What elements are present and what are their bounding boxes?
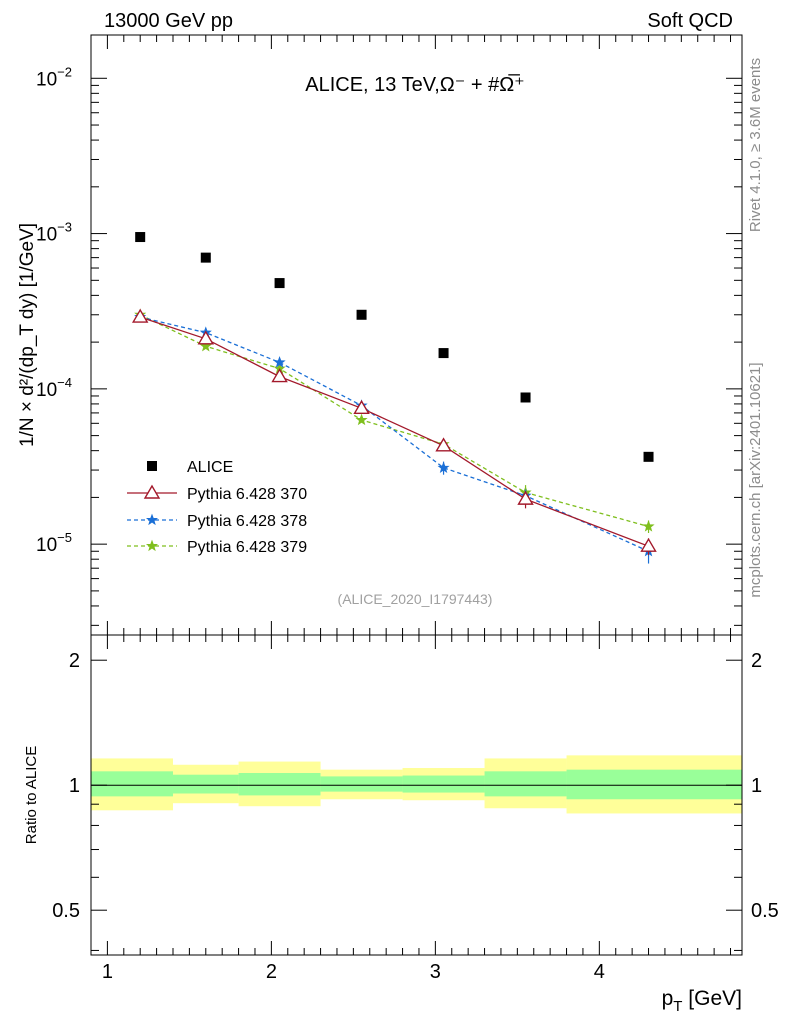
main-series-layer	[131, 232, 657, 564]
mc-point	[435, 437, 452, 452]
mcplots-label: mcplots.cern.ch [arXiv:2401.10621]	[747, 362, 764, 597]
main-ytick-labels: 10−510−410−310−2	[36, 64, 72, 556]
ratio-band-inner	[238, 772, 321, 796]
ratio-ylabel: Ratio to ALICE	[23, 746, 40, 844]
ratio-panel: Ratio to ALICE 0.5 0.5 1 1 2 2 1 2 3 4 pT [GeV]	[23, 634, 779, 1015]
ratio-y-tick-label-left: 0.5	[52, 900, 80, 922]
rivet-label: Rivet 4.1.0, ≥ 3.6M events	[747, 58, 764, 232]
data-point	[135, 232, 146, 243]
y-tick-label-base: 10	[36, 535, 57, 556]
ratio-band-inner	[402, 775, 485, 793]
mc-point	[273, 356, 286, 368]
y-tick-label-exp: −4	[57, 375, 72, 390]
mc-point	[143, 484, 161, 499]
legend-label: ALICE	[187, 459, 233, 476]
x-tick-label: 1	[102, 961, 113, 983]
ratio-band-inner	[172, 774, 239, 794]
x-tick-label: 3	[430, 961, 441, 983]
ratio-tick-labels: 0.5 0.5 1 1 2 2 1 2 3 4	[52, 650, 779, 983]
y-tick-label-exp: −5	[57, 530, 72, 545]
ratio-band-inner	[91, 771, 173, 797]
x-axis-label: pT [GeV]	[662, 987, 742, 1015]
ratio-y-tick-label-left: 2	[69, 650, 80, 672]
mc-point	[131, 308, 149, 323]
ratio-band-inner	[566, 769, 742, 800]
ratio-band-inner	[484, 771, 567, 797]
main-ylabel-text: 1/N × d²/(dp_T dy) [1/GeV]	[17, 223, 38, 447]
ratio-y-tick-label-left: 1	[69, 775, 80, 797]
mc-point	[199, 339, 212, 352]
ratio-y-tick-label-right: 0.5	[751, 900, 779, 922]
ratio-axis-ticks	[91, 635, 742, 955]
rivet-version-label: Rivet 4.1.0, ≥ 3.6M events	[747, 58, 764, 232]
y-tick-label-base: 10	[36, 380, 57, 401]
legend-label: Pythia 6.428 370	[187, 486, 307, 503]
main-ylabel: 1/N × d²/(dp_T dy) [1/GeV]	[17, 223, 38, 447]
x-axis-label-sub: T	[673, 998, 682, 1015]
series-data	[135, 232, 654, 462]
ratio-band-inner	[320, 776, 403, 792]
y-tick-label: 10−5	[36, 530, 72, 556]
header-right: Soft QCD	[647, 10, 733, 32]
mcplots-url-label: mcplots.cern.ch [arXiv:2401.10621]	[747, 362, 764, 597]
mc-point	[517, 490, 534, 505]
x-tick-label: 2	[266, 961, 277, 983]
y-tick-label-base: 10	[36, 225, 57, 246]
data-point	[356, 309, 367, 320]
legend-label: Pythia 6.428 379	[187, 539, 307, 556]
main-panel: ALICE, 13 TeV,Ω⁻ + #Ω̅⁺ (ALICE_2020_I179…	[17, 34, 743, 636]
analysis-tag: (ALICE_2020_I1797443)	[338, 591, 493, 607]
main-axis-ticks	[91, 35, 742, 635]
ratio-bands	[91, 755, 742, 814]
y-tick-label: 10−4	[36, 375, 72, 401]
x-tick-label: 4	[594, 961, 605, 983]
mc-point	[197, 330, 215, 345]
ratio-ylabel-text: Ratio to ALICE	[23, 746, 40, 844]
mc-point	[640, 537, 657, 552]
y-tick-label: 10−2	[36, 64, 72, 90]
mc-point	[145, 539, 159, 552]
mc-point	[353, 399, 370, 414]
ratio-y-tick-label-right: 1	[751, 775, 762, 797]
data-point	[438, 348, 449, 359]
data-point	[520, 392, 531, 403]
y-tick-label-base: 10	[36, 69, 57, 90]
x-axis-label-unit: [GeV]	[682, 987, 742, 1010]
y-tick-label-exp: −3	[57, 220, 72, 235]
main-title: ALICE, 13 TeV,Ω⁻ + #Ω̅⁺	[305, 73, 524, 96]
mc-point	[437, 461, 450, 473]
mc-point	[271, 368, 288, 383]
y-tick-label: 10−3	[36, 220, 72, 246]
ratio-frame	[90, 634, 743, 956]
mc-point	[642, 520, 655, 532]
series-p370	[131, 308, 657, 556]
header-left: 13000 GeV pp	[104, 10, 233, 32]
mc-point	[355, 413, 368, 426]
data-point	[147, 461, 157, 471]
data-point	[274, 278, 285, 289]
x-axis-label-p: p	[662, 987, 674, 1010]
data-point	[643, 451, 654, 462]
data-point	[200, 252, 211, 263]
ratio-y-tick-label-right: 2	[751, 650, 762, 672]
legend-label: Pythia 6.428 378	[187, 513, 307, 530]
mc-point	[145, 513, 159, 526]
y-tick-label-exp: −2	[57, 64, 72, 79]
legend: ALICE Pythia 6.428 370 Pythia 6.428 378 Pyt…	[127, 459, 307, 556]
series-line	[139, 316, 649, 547]
